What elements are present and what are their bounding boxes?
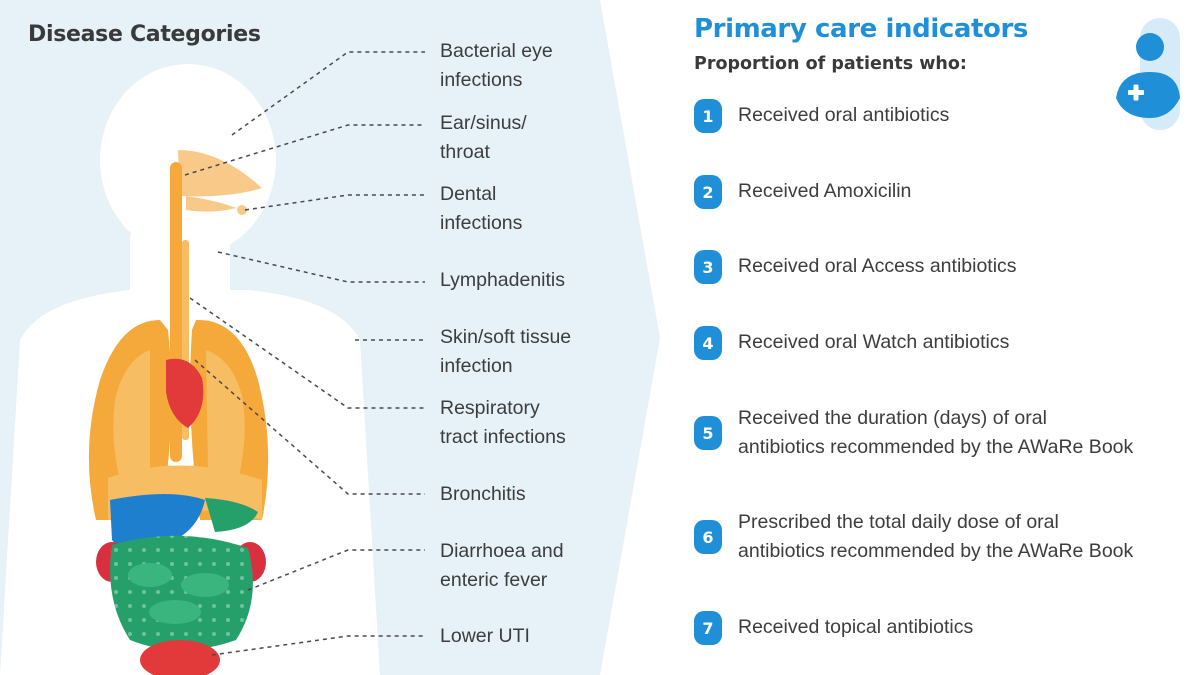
- disease-label-bacterial-eye: Bacterial eye infections: [440, 40, 553, 91]
- bladder: [140, 640, 220, 675]
- indicator-text-4: Received oral Watch antibiotics: [738, 331, 1010, 353]
- indicator-number-2: 2: [694, 175, 722, 209]
- indicator-text-1: Received oral antibiotics: [738, 104, 950, 126]
- nasal-cavity: [178, 150, 262, 197]
- disease-label-bronchitis: Bronchitis: [440, 483, 526, 505]
- disease-label-lymphadenitis: Lymphadenitis: [440, 269, 566, 291]
- leader-lines: [184, 51, 425, 656]
- indicator-number-4: 4: [694, 326, 722, 360]
- disease-label-dental: Dental infections: [440, 183, 523, 234]
- disease-label-diarrhoea: Diarrhoea and enteric fever: [440, 540, 564, 591]
- liver: [110, 494, 205, 549]
- primary-care-subtitle: Proportion of patients who:: [694, 54, 967, 74]
- tooth: [237, 205, 247, 215]
- indicator-text-6: Prescribed the total daily dose of oral …: [738, 511, 1134, 562]
- indicator-number-7: 7: [694, 611, 722, 645]
- disease-categories-title: Disease Categories: [28, 22, 261, 47]
- indicator-number-5: 5: [694, 416, 722, 450]
- indicator-number-1: 1: [694, 99, 722, 133]
- oral-cavity: [186, 196, 236, 212]
- indicator-text-5: Received the duration (days) of oral ant…: [738, 407, 1134, 458]
- indicator-text-7: Received topical antibiotics: [738, 616, 974, 638]
- disease-label-respiratory: Respiratory tract infections: [440, 397, 566, 448]
- indicator-number-3: 3: [694, 250, 722, 284]
- indicator-text-2: Received Amoxicilin: [738, 180, 912, 202]
- heart: [166, 358, 204, 428]
- indicator-number-6: 6: [694, 520, 722, 554]
- indicator-text-3: Received oral Access antibiotics: [738, 255, 1017, 277]
- primary-care-title: Primary care indicators: [694, 14, 1029, 44]
- disease-label-lower-uti: Lower UTI: [440, 625, 530, 647]
- intestines: [110, 535, 253, 650]
- disease-label-skin-soft-tissue: Skin/soft tissue infection: [440, 326, 572, 377]
- disease-label-ear-sinus-throat: Ear/sinus/ throat: [440, 112, 527, 163]
- patient-add-icon: [1116, 18, 1180, 130]
